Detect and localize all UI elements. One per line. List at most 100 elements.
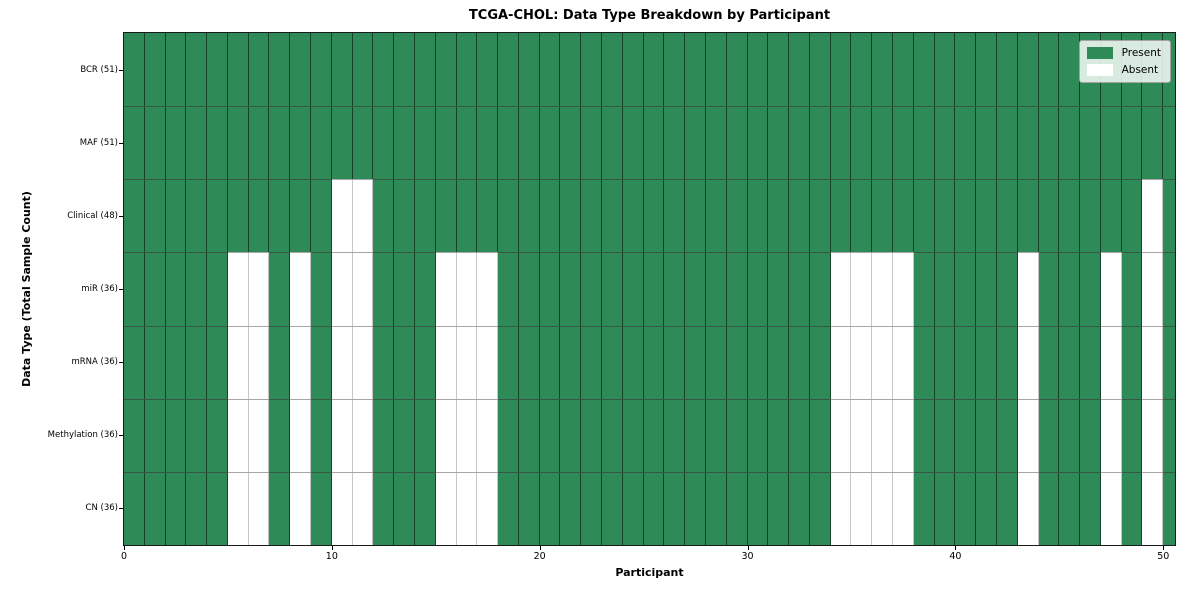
y-tick-mark: [119, 215, 123, 217]
cell-clinical-p9: [311, 179, 332, 253]
cell-mir-p25: [643, 252, 665, 326]
cell-clinical-p47: [1100, 179, 1122, 253]
cell-clinical-p35: [851, 179, 873, 253]
cell-maf-p27: [685, 106, 706, 180]
cell-mir-p15: [435, 252, 457, 326]
cell-mrna-p40: [955, 325, 977, 399]
cell-mrna-p41: [976, 325, 997, 399]
cell-clinical-p40: [955, 179, 977, 253]
x-tick-mark: [955, 546, 957, 550]
cell-cn-p11: [352, 471, 374, 545]
cell-mrna-p16: [456, 325, 478, 399]
cell-cn-p28: [705, 471, 727, 545]
cell-methylation-p44: [1038, 398, 1060, 472]
cell-clinical-p36: [872, 179, 894, 253]
cell-clinical-p4: [207, 179, 228, 253]
cell-maf-p19: [518, 106, 540, 180]
cell-methylation-p40: [955, 398, 977, 472]
cell-bcr-p8: [290, 33, 312, 107]
cell-mir-p38: [913, 252, 935, 326]
cell-clinical-p38: [913, 179, 935, 253]
cell-clinical-p25: [643, 179, 665, 253]
cell-bcr-p10: [331, 33, 353, 107]
cell-maf-p14: [414, 106, 436, 180]
cell-mir-p33: [809, 252, 831, 326]
cell-mir-p14: [414, 252, 436, 326]
cell-maf-p37: [893, 106, 914, 180]
cell-cn-p47: [1100, 471, 1122, 545]
cell-bcr-p39: [934, 33, 956, 107]
cell-methylation-p10: [331, 398, 353, 472]
cell-clinical-p39: [934, 179, 956, 253]
cell-maf-p45: [1059, 106, 1081, 180]
cell-bcr-p1: [144, 33, 166, 107]
cell-maf-p16: [456, 106, 478, 180]
legend-swatch-present: [1086, 47, 1113, 59]
cell-maf-p50: [1163, 106, 1175, 180]
cell-cn-p2: [165, 471, 187, 545]
cell-methylation-p21: [560, 398, 582, 472]
cell-mrna-p12: [373, 325, 395, 399]
cell-cn-p37: [893, 471, 914, 545]
cell-methylation-p23: [602, 398, 623, 472]
cell-mrna-p46: [1080, 325, 1101, 399]
cell-methylation-p33: [809, 398, 831, 472]
y-tick-mark: [119, 142, 123, 144]
cell-cn-p41: [976, 471, 997, 545]
cell-methylation-p2: [165, 398, 187, 472]
cell-methylation-p5: [227, 398, 249, 472]
cell-mrna-p27: [685, 325, 706, 399]
cell-methylation-p50: [1163, 398, 1175, 472]
cell-maf-p33: [809, 106, 831, 180]
x-tick-mark: [124, 546, 125, 550]
cell-methylation-p14: [414, 398, 436, 472]
cell-mrna-p9: [311, 325, 332, 399]
cell-mir-p17: [477, 252, 499, 326]
cell-maf-p41: [976, 106, 997, 180]
cell-maf-p12: [373, 106, 395, 180]
chart-title: TCGA-CHOL: Data Type Breakdown by Partic…: [468, 8, 831, 23]
cell-mrna-p4: [207, 325, 228, 399]
cell-mir-p30: [747, 252, 769, 326]
cell-mir-p2: [165, 252, 187, 326]
cell-methylation-p22: [581, 398, 603, 472]
cell-cn-p24: [622, 471, 644, 545]
y-tick-mark: [119, 435, 123, 437]
cell-mrna-p43: [1017, 325, 1039, 399]
cell-maf-p0: [124, 106, 145, 180]
cell-cn-p30: [747, 471, 769, 545]
cell-mir-p0: [124, 252, 145, 326]
cell-maf-p46: [1080, 106, 1101, 180]
cell-cn-p31: [768, 471, 790, 545]
cell-maf-p23: [602, 106, 623, 180]
cell-mir-p9: [311, 252, 332, 326]
cell-mrna-p20: [539, 325, 561, 399]
cell-methylation-p18: [498, 398, 519, 472]
cell-cn-p34: [830, 471, 852, 545]
cell-mir-p4: [207, 252, 228, 326]
y-tick-label-clinical: Clinical (48): [67, 210, 118, 221]
cell-mir-p21: [560, 252, 582, 326]
cell-methylation-p31: [768, 398, 790, 472]
cell-mir-p49: [1142, 252, 1164, 326]
cell-methylation-p26: [664, 398, 686, 472]
cell-methylation-p9: [311, 398, 332, 472]
cell-mrna-p3: [186, 325, 208, 399]
cell-maf-p31: [768, 106, 790, 180]
cell-mrna-p8: [290, 325, 312, 399]
cell-maf-p42: [996, 106, 1018, 180]
cell-maf-p48: [1121, 106, 1143, 180]
cell-mir-p43: [1017, 252, 1039, 326]
cell-maf-p13: [394, 106, 415, 180]
cell-clinical-p0: [124, 179, 145, 253]
cell-cn-p33: [809, 471, 831, 545]
cell-clinical-p23: [602, 179, 623, 253]
cell-clinical-p5: [227, 179, 249, 253]
cell-mrna-p13: [394, 325, 415, 399]
cell-mir-p12: [373, 252, 395, 326]
cell-mir-p27: [685, 252, 706, 326]
cell-bcr-p3: [186, 33, 208, 107]
cell-clinical-p45: [1059, 179, 1081, 253]
cell-cn-p8: [290, 471, 312, 545]
